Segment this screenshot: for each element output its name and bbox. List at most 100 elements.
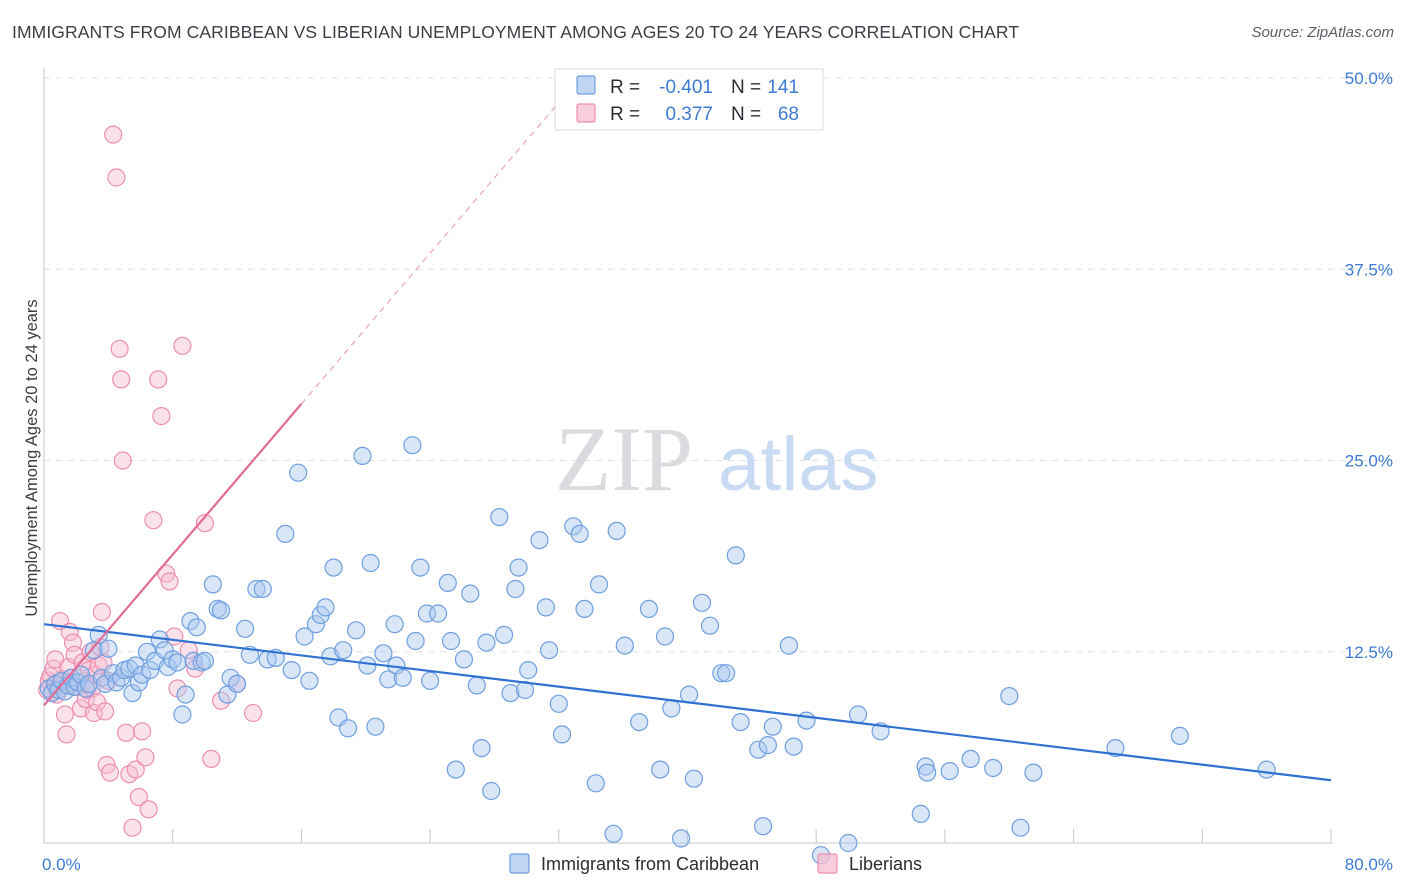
caribbean-point	[282, 660, 301, 680]
caribbean-point	[99, 639, 118, 658]
caribbean-point	[353, 446, 372, 465]
caribbean-point	[211, 601, 231, 620]
caribbean-point	[671, 829, 691, 848]
caribbean-point	[501, 683, 520, 703]
y-tick-labels: 12.5% 25.0% 37.5% 50.0%	[1345, 69, 1393, 662]
stats-box: R = -0.401 N = 141 R = 0.377 N = 68	[554, 68, 824, 131]
caribbean-point	[123, 683, 142, 703]
caribbean-point	[324, 558, 343, 577]
liberian-point	[107, 168, 126, 187]
caribbean-point	[316, 598, 335, 617]
liberian-point	[160, 572, 179, 591]
caribbean-point	[940, 761, 959, 781]
caribbean-point	[519, 660, 538, 680]
caribbean-point	[700, 616, 720, 635]
caribbean-point	[607, 521, 626, 541]
caribbean-point	[366, 717, 385, 736]
caribbean-point	[655, 627, 675, 646]
caribbean-point	[490, 507, 509, 527]
caribbean-point	[454, 650, 473, 669]
caribbean-point	[195, 651, 214, 671]
caribbean-point	[911, 804, 930, 824]
liberian-point	[112, 370, 131, 389]
liberian-point	[136, 748, 155, 767]
caribbean-point	[406, 631, 425, 651]
liberians-trend-extension	[300, 102, 560, 405]
liberian-point	[116, 723, 136, 742]
caribbean-point	[253, 579, 272, 599]
caribbean-point	[779, 636, 799, 655]
legend-swatch-caribbean	[509, 853, 530, 874]
caribbean-point	[839, 833, 858, 853]
caribbean-point	[173, 705, 192, 724]
liberian-point	[126, 760, 145, 779]
caribbean-point	[662, 699, 681, 718]
caribbean-point	[176, 685, 195, 704]
caribbean-point	[797, 711, 816, 730]
stats-r-label-liberians: R =	[610, 104, 640, 125]
caribbean-point	[482, 781, 501, 801]
y-axis-label: Unemployment Among Ages 20 to 24 years	[23, 299, 41, 616]
liberian-point	[133, 722, 152, 741]
y-tick-label: 50.0%	[1345, 69, 1393, 88]
caribbean-point	[763, 717, 782, 736]
caribbean-point	[536, 598, 556, 617]
y-tick-label: 37.5%	[1345, 260, 1393, 279]
caribbean-point	[651, 760, 670, 779]
chart-title: IMMIGRANTS FROM CARIBBEAN VS LIBERIAN UN…	[12, 22, 1020, 42]
caribbean-point	[506, 579, 525, 599]
caribbean-point	[1106, 738, 1125, 758]
caribbean-point	[347, 621, 366, 640]
liberian-point	[149, 370, 168, 389]
caribbean-point	[187, 618, 206, 637]
stats-swatch-caribbean	[576, 75, 596, 95]
liberian-point	[139, 800, 158, 819]
stats-r-value-liberians: 0.377	[665, 104, 713, 125]
caribbean-point	[726, 546, 745, 565]
liberians-points	[38, 125, 263, 837]
caribbean-point	[495, 625, 514, 645]
caribbean-point	[339, 719, 358, 738]
caribbean-point	[385, 615, 404, 634]
liberian-point	[55, 705, 75, 724]
caribbean-point	[918, 763, 937, 782]
caribbean-point	[589, 575, 609, 594]
caribbean-point	[916, 757, 935, 776]
caribbean-point	[361, 553, 380, 573]
caribbean-point	[236, 619, 255, 638]
caribbean-point	[984, 758, 1003, 778]
liberian-point	[123, 818, 142, 837]
caribbean-point	[1011, 818, 1030, 837]
caribbean-point	[203, 575, 222, 594]
caribbean-point	[227, 674, 247, 694]
caribbean-point	[530, 530, 549, 550]
caribbean-point	[615, 636, 634, 655]
caribbean-point	[630, 712, 649, 732]
stats-n-label-caribbean: N =	[731, 77, 761, 98]
trend-lines	[43, 102, 1332, 782]
caribbean-point	[961, 749, 980, 769]
caribbean-point	[192, 653, 211, 672]
caribbean-point	[604, 824, 623, 843]
x-tick-label: 80.0%	[1345, 855, 1393, 874]
caribbean-point	[784, 737, 803, 756]
liberian-point	[173, 336, 192, 355]
legend: Immigrants from Caribbean Liberians	[509, 853, 922, 874]
gridlines	[44, 77, 1392, 653]
caribbean-point	[295, 627, 314, 646]
caribbean-point	[1257, 760, 1276, 779]
liberian-point	[104, 125, 123, 144]
liberian-point	[95, 702, 115, 721]
caribbean-point	[1170, 726, 1189, 746]
caribbean-point	[552, 725, 572, 744]
caribbean-point	[712, 664, 731, 683]
watermark-zip: ZIP	[555, 408, 693, 510]
caribbean-point	[692, 593, 712, 612]
caribbean-point	[374, 644, 393, 663]
caribbean-point	[477, 633, 496, 652]
caribbean-point	[679, 685, 699, 704]
source-credit: Source: ZipAtlas.com	[1251, 24, 1394, 41]
y-tick-label: 12.5%	[1345, 643, 1393, 662]
liberian-point	[202, 749, 221, 769]
